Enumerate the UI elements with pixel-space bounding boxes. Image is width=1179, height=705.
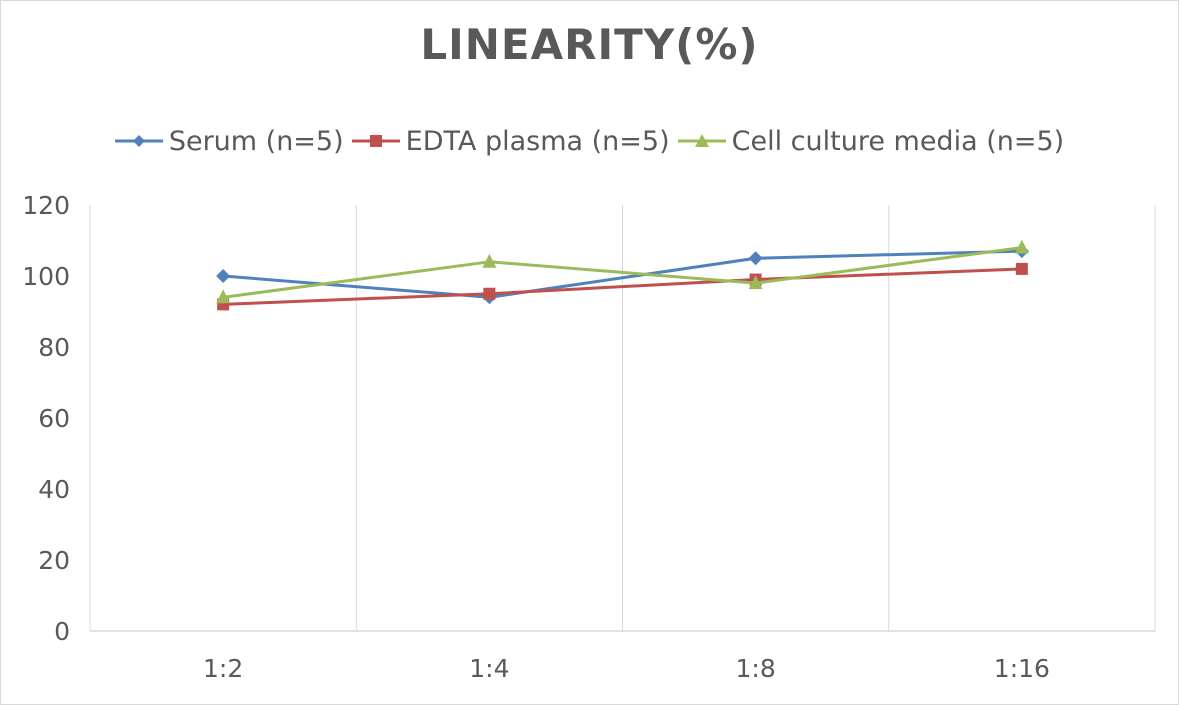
- legend-item-edta: EDTA plasma (n=5): [351, 125, 670, 157]
- legend: Serum (n=5) EDTA plasma (n=5) Cell cultu…: [0, 120, 1179, 162]
- legend-swatch-serum: [114, 135, 163, 147]
- series-line-0: [223, 249, 1022, 299]
- legend-label-serum: Serum (n=5): [168, 125, 344, 157]
- legend-item-cell-culture: Cell culture media (n=5): [677, 125, 1065, 157]
- data-point-triangle: [482, 253, 497, 268]
- y-tick-label: 120: [22, 191, 70, 220]
- y-tick-label: 80: [38, 333, 70, 362]
- data-point-triangle: [216, 289, 231, 304]
- y-tick-label: 60: [38, 404, 70, 433]
- y-tick-label: 20: [38, 546, 70, 575]
- legend-swatch-cell-culture: [677, 134, 726, 147]
- legend-item-serum: Serum (n=5): [114, 125, 344, 157]
- legend-swatch-edta: [351, 135, 400, 147]
- legend-label-edta: EDTA plasma (n=5): [405, 125, 670, 157]
- x-tick-label: 1:16: [994, 654, 1050, 683]
- series-line-2: [222, 246, 1023, 299]
- y-tick-label: 40: [38, 475, 70, 504]
- data-point-triangle: [748, 275, 763, 290]
- data-point-triangle: [1014, 239, 1029, 254]
- y-tick-label: 100: [22, 262, 70, 291]
- x-tick-label: 1:2: [203, 654, 243, 683]
- legend-label-cell-culture: Cell culture media (n=5): [731, 125, 1065, 157]
- data-point-diamond: [748, 251, 763, 266]
- data-point-diamond: [216, 269, 231, 283]
- chart-title: LINEARITY(%): [420, 20, 759, 69]
- series-line-1: [223, 267, 1022, 306]
- y-tick-label: 0: [54, 617, 70, 646]
- x-tick-label: 1:8: [736, 654, 776, 683]
- data-point-square: [483, 287, 496, 300]
- data-point-square: [1015, 262, 1028, 275]
- x-tick-label: 1:4: [469, 654, 509, 683]
